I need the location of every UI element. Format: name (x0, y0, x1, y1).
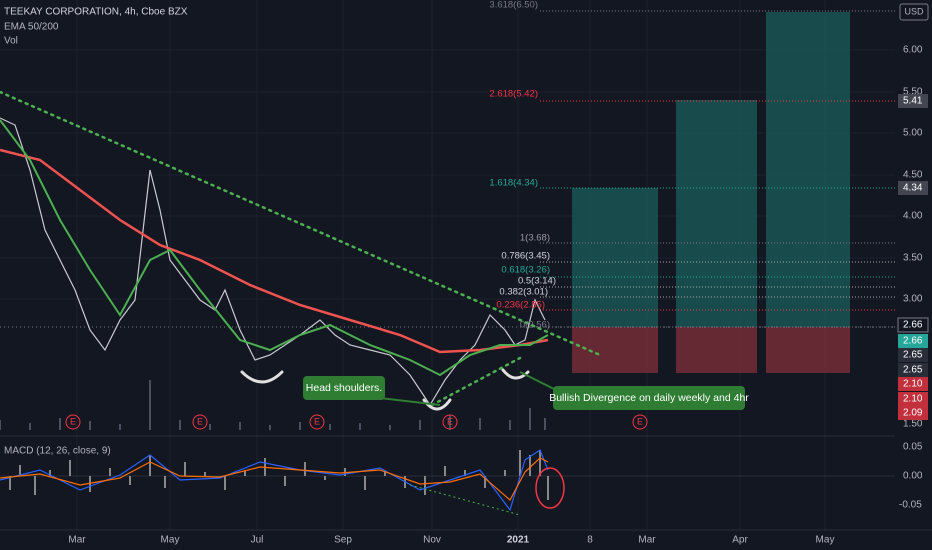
badge-bg (898, 406, 928, 420)
macd-histogram (9, 450, 549, 500)
price-label: 3.00 (903, 294, 923, 305)
fib-label: 0.5(3.14) (518, 276, 556, 287)
signal-line (0, 457, 549, 501)
symbol-title[interactable]: TEEKAY CORPORATION, 4h, Cboe BZX (4, 7, 188, 18)
badge-bg (898, 392, 928, 406)
trendline (0, 90, 602, 357)
annotation: Head shoulders. (306, 382, 382, 394)
time-label: Apr (732, 535, 748, 546)
time-label: May (161, 535, 180, 546)
price-badge: 2.10 (903, 394, 923, 405)
price-label: 5.00 (903, 128, 923, 139)
macd-axis-label: -0.05 (899, 500, 922, 511)
divergence-line (409, 484, 521, 516)
time-label: 8 (587, 535, 593, 546)
fib-label: 0.236(2.85) (496, 300, 545, 311)
macd-line (0, 449, 549, 512)
badge-bg (898, 348, 928, 362)
fib-label: 0.382(3.01) (499, 287, 548, 298)
fib-lines (540, 10, 895, 328)
price-label: 3.50 (903, 253, 923, 264)
earnings-circles (65, 414, 648, 430)
earnings-marker[interactable]: E (70, 416, 76, 426)
ema-50 (0, 119, 549, 377)
position-boxes (572, 12, 850, 373)
annotation: Bullish Divergence on daily weekly and 4… (549, 392, 749, 404)
fib-label: 0(2.56) (520, 320, 550, 331)
price-label: 4.50 (903, 170, 923, 181)
badge-bg (897, 317, 929, 333)
price-label: 4.00 (903, 211, 923, 222)
indicator-label[interactable]: EMA 50/200 (4, 22, 59, 33)
time-label: Jul (251, 535, 264, 546)
price-badge: 4.34 (903, 183, 923, 194)
price-badge: 2.09 (903, 408, 923, 419)
price-label: 5.50 (903, 87, 923, 98)
time-label: 2021 (507, 535, 530, 546)
badge-bg (898, 334, 928, 348)
macd-title[interactable]: MACD (12, 26, close, 9) (4, 446, 111, 457)
price-badge: 2.65 (903, 350, 923, 361)
trendline (430, 356, 522, 407)
price-label: 6.00 (903, 45, 923, 56)
price-badge: 2.66 (903, 320, 923, 331)
badge-bg (898, 363, 928, 377)
volume (0, 380, 546, 430)
badge-bg (898, 377, 928, 391)
price-axis (895, 0, 932, 530)
connector (379, 397, 441, 406)
currency[interactable]: USD (904, 6, 924, 16)
earnings-marker[interactable]: E (447, 416, 453, 426)
macd-axis-label: 0.00 (903, 471, 923, 482)
time-label: Mar (638, 535, 656, 546)
macd-axis-label: 0.05 (903, 442, 923, 453)
time-label: Mar (68, 535, 86, 546)
fib-label: 1(3.68) (520, 233, 550, 244)
annotation-box (553, 386, 745, 410)
highlight-circle (535, 467, 565, 509)
time-label: May (816, 535, 835, 546)
price-label: 1.50 (903, 419, 923, 430)
price-badge: 2.10 (903, 379, 923, 390)
price-line (0, 117, 546, 407)
fib-label: 1.618(4.34) (489, 178, 538, 189)
fib-label: 2.618(5.42) (489, 89, 538, 100)
price-badge: 2.66 (903, 336, 923, 347)
price-badge: 2.65 (903, 365, 923, 376)
currency-button[interactable] (899, 3, 929, 21)
time-label: Sep (334, 535, 352, 546)
fib-label: 0.786(3.45) (501, 251, 550, 262)
earnings-marker[interactable]: E (314, 416, 320, 426)
earnings-marker[interactable]: E (637, 416, 643, 426)
ema-200 (0, 148, 549, 354)
time-label: Nov (423, 535, 441, 546)
badge-bg (898, 181, 928, 195)
badge-bg (898, 94, 928, 108)
annotation-box (303, 376, 385, 400)
fib-label: 3.618(6.50) (489, 0, 538, 11)
indicator-label[interactable]: Vol (4, 36, 18, 47)
fib-label: 0.618(3.26) (501, 265, 550, 276)
earnings-marker[interactable]: E (197, 416, 203, 426)
price-badge: 5.41 (903, 96, 923, 107)
